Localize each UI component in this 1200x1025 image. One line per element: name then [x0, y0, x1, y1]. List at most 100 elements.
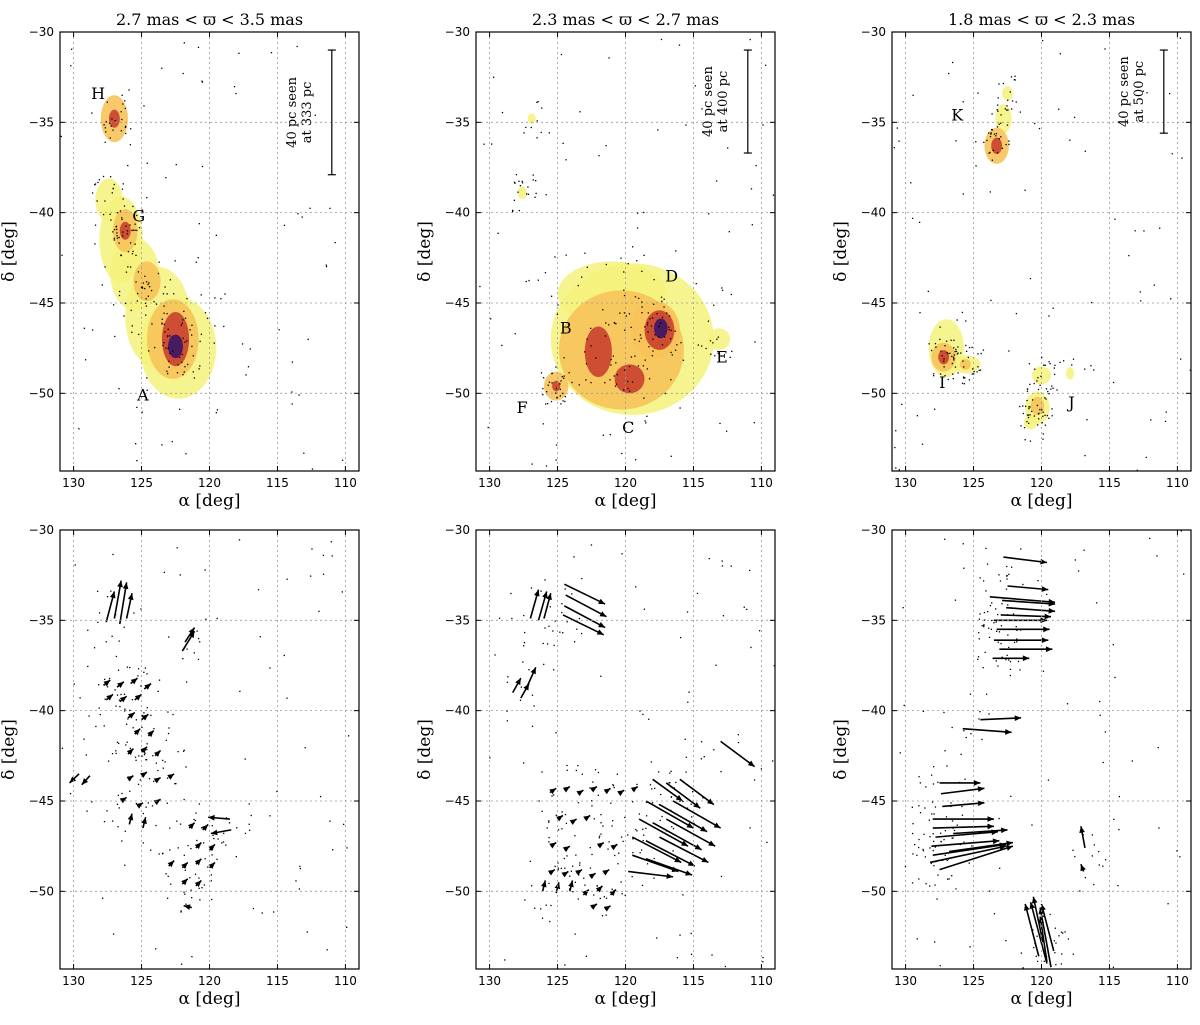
velocity-arrow-head — [595, 885, 603, 893]
star-point — [674, 349, 677, 351]
star-point — [198, 223, 200, 225]
star-point — [61, 254, 63, 256]
star-point — [537, 101, 539, 103]
star-point — [104, 698, 106, 700]
scale-bar: 40 pc seen at 500 pc — [1117, 49, 1168, 134]
star-point — [675, 781, 677, 784]
star-point — [743, 606, 745, 608]
star-point — [1027, 414, 1030, 416]
velocity-arrow — [208, 843, 216, 851]
star-point — [951, 355, 953, 358]
panel-title: 1.8 mas < ϖ < 2.3 mas — [948, 10, 1135, 29]
star-point — [541, 917, 544, 919]
star-point — [341, 459, 344, 461]
star-point — [132, 727, 134, 729]
star-point — [146, 673, 148, 675]
star-point — [329, 820, 331, 822]
star-point — [1167, 903, 1169, 905]
y-tick-label: −35 — [861, 613, 886, 627]
star-point — [960, 352, 962, 354]
star-point — [979, 711, 981, 713]
star-point — [928, 819, 930, 821]
star-point — [331, 555, 333, 557]
star-point — [94, 224, 97, 226]
star-point — [895, 467, 897, 469]
star-point — [646, 863, 649, 865]
star-point — [1042, 438, 1044, 440]
velocity-arrow — [595, 885, 603, 893]
star-point — [1023, 426, 1026, 429]
star-point — [978, 638, 980, 640]
star-point — [1048, 361, 1050, 363]
velocity-arrow — [153, 776, 162, 784]
velocity-arrow-head — [140, 772, 147, 778]
star-point — [1028, 363, 1031, 365]
star-point — [145, 806, 147, 808]
velocity-arrow-shaft — [1040, 903, 1055, 952]
star-point — [164, 331, 166, 333]
star-point — [954, 350, 956, 353]
star-point — [1091, 834, 1094, 836]
star-point — [686, 611, 689, 613]
star-point — [993, 913, 996, 915]
star-point — [1020, 952, 1023, 954]
velocity-arrow — [659, 803, 708, 833]
star-point — [961, 814, 964, 816]
velocity-arrow — [183, 904, 193, 910]
star-point — [543, 663, 545, 666]
star-point — [1013, 641, 1016, 644]
star-point — [109, 137, 111, 139]
velocity-arrow-head — [1048, 607, 1056, 614]
velocity-arrow — [543, 593, 552, 619]
star-point — [1042, 915, 1045, 917]
velocity-arrow-head — [576, 790, 584, 797]
star-point — [533, 705, 535, 707]
star-point — [603, 896, 606, 898]
star-point — [142, 842, 145, 844]
star-point — [136, 459, 138, 462]
star-point — [663, 306, 665, 308]
velocity-arrow-head — [575, 869, 583, 876]
star-point — [628, 365, 631, 368]
star-point — [963, 377, 965, 379]
star-point — [919, 782, 922, 784]
velocity-arrow — [931, 838, 1000, 847]
star-point — [1041, 422, 1043, 424]
star-point — [197, 658, 200, 661]
star-point — [161, 323, 163, 325]
star-point — [141, 287, 144, 289]
star-point — [140, 750, 143, 752]
star-point — [605, 897, 608, 899]
star-point — [112, 188, 114, 190]
star-point — [545, 403, 547, 405]
star-point — [641, 306, 643, 308]
star-point — [104, 141, 106, 143]
star-point — [1000, 114, 1002, 116]
star-point — [181, 361, 183, 364]
star-point — [1059, 361, 1061, 364]
star-point — [642, 713, 644, 716]
star-point — [155, 762, 158, 764]
star-point — [1035, 955, 1037, 957]
star-point — [555, 459, 557, 461]
star-point — [724, 965, 727, 968]
star-point — [963, 841, 965, 843]
star-point — [116, 237, 119, 239]
star-point — [126, 741, 128, 743]
star-point — [146, 743, 148, 745]
star-point — [948, 72, 950, 75]
x-tick-label: 130 — [62, 476, 85, 490]
star-point — [1061, 953, 1063, 955]
velocity-arrow — [1006, 606, 1056, 614]
star-point — [605, 914, 607, 916]
star-point — [1008, 659, 1010, 661]
star-point — [679, 407, 681, 409]
star-point — [135, 802, 138, 805]
star-point — [176, 820, 178, 822]
star-point — [971, 373, 973, 375]
star-point — [120, 254, 122, 256]
star-point — [1009, 668, 1012, 670]
star-point — [903, 704, 905, 707]
star-point — [223, 325, 225, 328]
star-point — [1118, 795, 1121, 798]
